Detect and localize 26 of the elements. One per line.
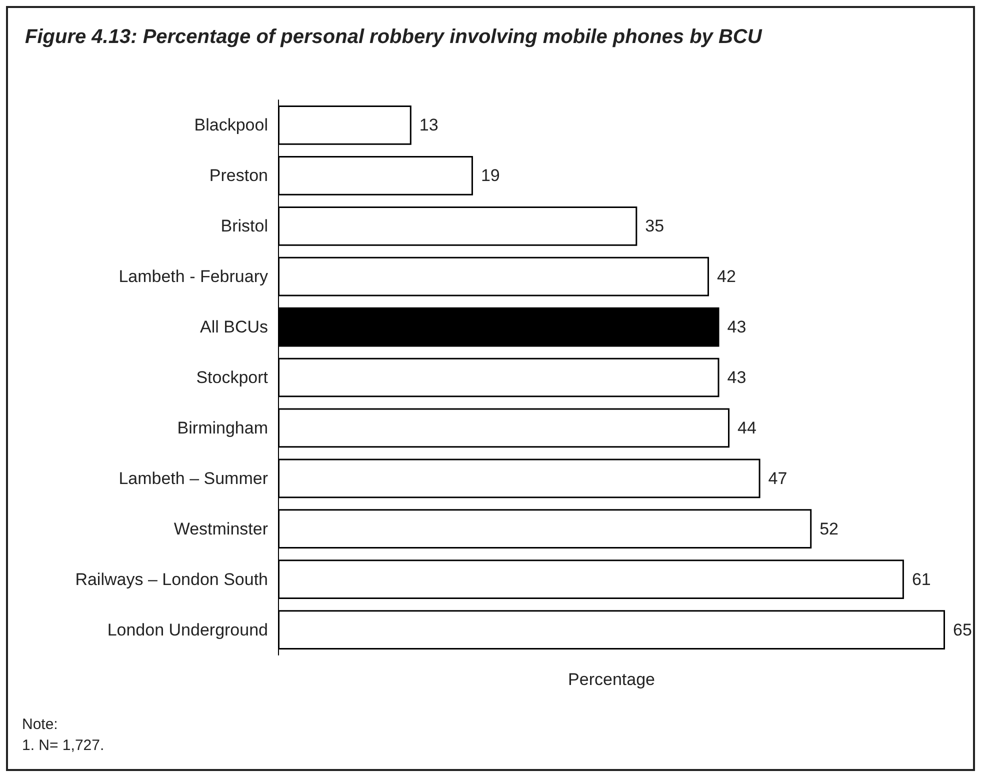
y-tick-label: Birmingham — [177, 418, 268, 438]
x-axis-title: Percentage — [568, 670, 655, 689]
y-tick-label: Preston — [209, 166, 268, 186]
text: 1. N= 1,727. — [22, 737, 104, 754]
data-label: 52 — [820, 519, 839, 538]
data-label: 61 — [912, 570, 931, 589]
data-label: 65 — [953, 620, 972, 640]
data-label: 44 — [738, 418, 756, 438]
text: Note: — [22, 716, 58, 733]
y-tick-label: All BCUs — [200, 318, 268, 337]
data-label: 13 — [419, 116, 438, 135]
y-tick-label: London Underground — [107, 620, 268, 640]
y-tick-label: Westminster — [174, 519, 268, 538]
y-tick-label: Blackpool — [194, 116, 268, 135]
y-tick-label: Lambeth – Summer — [118, 468, 268, 488]
y-tick-label: Bristol — [220, 216, 268, 236]
chart-title: Figure 4.13: Percentage of personal robbery involving mobile phones by BCU — [25, 26, 762, 48]
data-label: 35 — [645, 216, 664, 236]
data-label: 19 — [480, 166, 500, 186]
y-tick-label: Lambeth - February — [118, 267, 268, 286]
y-tick-label: Railways – London South — [75, 570, 268, 589]
data-label: 43 — [727, 368, 746, 387]
data-label: 47 — [768, 468, 788, 488]
data-label: 43 — [727, 318, 746, 337]
y-tick-label: Stockport — [196, 368, 268, 387]
data-label: 42 — [716, 267, 736, 286]
